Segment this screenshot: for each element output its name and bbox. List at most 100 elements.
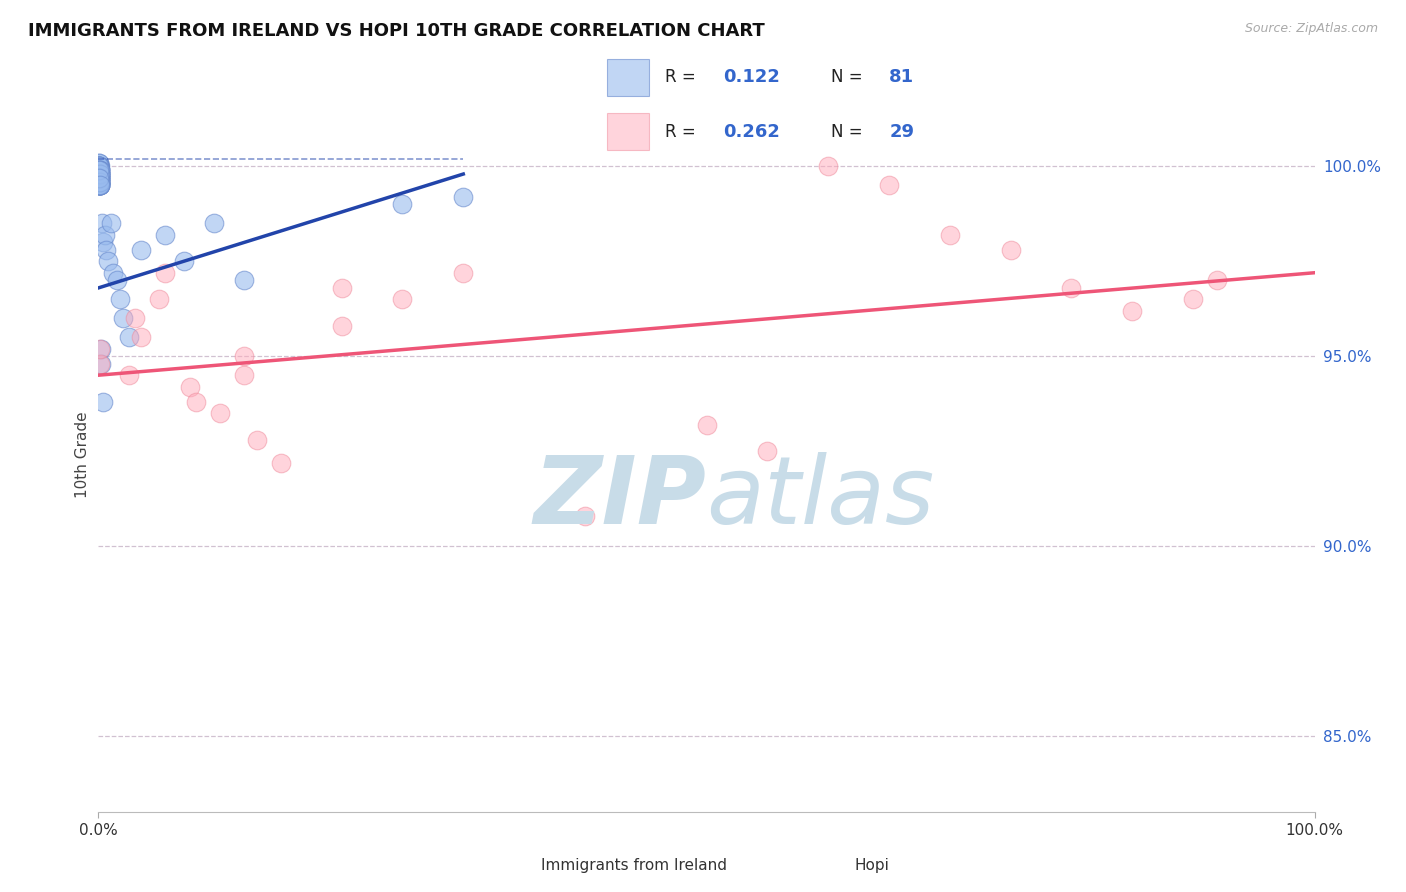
Point — [89, 175, 111, 189]
Point — [89, 175, 111, 189]
Point — [89, 160, 111, 174]
Point — [202, 216, 225, 230]
Point — [173, 254, 195, 268]
Point — [129, 330, 152, 344]
Point — [89, 170, 111, 185]
Point — [89, 160, 111, 174]
Point — [270, 456, 292, 470]
Point — [91, 235, 114, 250]
Point — [89, 175, 111, 189]
Point — [877, 178, 900, 193]
Point — [1206, 273, 1229, 287]
Point — [574, 508, 596, 523]
Point — [89, 155, 111, 169]
Point — [89, 170, 111, 185]
Point — [89, 163, 111, 178]
Point — [155, 266, 177, 280]
Point — [89, 170, 111, 185]
Point — [89, 167, 111, 181]
Point — [89, 175, 111, 189]
Point — [89, 167, 111, 181]
Text: R =: R = — [665, 68, 702, 86]
Point — [817, 160, 839, 174]
Point — [89, 170, 111, 185]
Point — [89, 170, 111, 185]
FancyBboxPatch shape — [607, 59, 648, 95]
Point — [330, 281, 353, 295]
Point — [391, 197, 413, 211]
Point — [233, 273, 256, 287]
Point — [1060, 281, 1083, 295]
Point — [756, 444, 779, 458]
Point — [89, 167, 111, 181]
Text: 29: 29 — [889, 122, 914, 141]
Point — [89, 178, 111, 193]
Point — [87, 155, 110, 169]
Point — [696, 417, 718, 432]
Point — [184, 394, 207, 409]
Point — [89, 163, 111, 178]
Point — [89, 178, 111, 193]
Text: N =: N = — [831, 68, 868, 86]
Point — [111, 311, 134, 326]
Point — [89, 160, 111, 174]
Point — [155, 227, 177, 242]
Point — [89, 178, 111, 193]
Point — [89, 342, 111, 356]
Point — [233, 349, 256, 363]
Point — [87, 160, 110, 174]
Point — [330, 318, 353, 333]
Text: Hopi: Hopi — [855, 858, 890, 872]
Point — [129, 243, 152, 257]
Point — [453, 266, 475, 280]
Point — [105, 273, 128, 287]
Point — [89, 163, 111, 178]
Text: 0.262: 0.262 — [723, 122, 780, 141]
Point — [209, 406, 232, 420]
Text: N =: N = — [831, 122, 868, 141]
Point — [89, 163, 111, 178]
Point — [245, 433, 267, 447]
Point — [89, 160, 111, 174]
Point — [101, 266, 124, 280]
FancyBboxPatch shape — [607, 113, 648, 150]
Point — [89, 170, 111, 185]
Point — [939, 227, 962, 242]
Point — [91, 394, 114, 409]
Point — [1182, 293, 1205, 307]
Point — [89, 160, 111, 174]
Point — [89, 175, 111, 189]
Point — [89, 178, 111, 193]
Text: ZIP: ZIP — [534, 451, 707, 544]
Point — [110, 293, 132, 307]
Point — [90, 357, 112, 371]
Point — [89, 178, 111, 193]
Text: 81: 81 — [889, 68, 914, 86]
Text: Source: ZipAtlas.com: Source: ZipAtlas.com — [1244, 22, 1378, 36]
Point — [89, 167, 111, 181]
Point — [87, 170, 110, 185]
Point — [89, 163, 111, 178]
Point — [89, 160, 111, 174]
Point — [118, 368, 141, 383]
Point — [89, 160, 111, 174]
Point — [118, 330, 141, 344]
Point — [89, 178, 111, 193]
Point — [87, 178, 110, 193]
Text: Immigrants from Ireland: Immigrants from Ireland — [541, 858, 727, 872]
Point — [89, 175, 111, 189]
Point — [89, 163, 111, 178]
Point — [89, 163, 111, 178]
Point — [87, 170, 110, 185]
Point — [89, 178, 111, 193]
Point — [1121, 303, 1143, 318]
Point — [124, 311, 146, 326]
Point — [179, 379, 201, 393]
Point — [90, 342, 112, 356]
Point — [91, 216, 114, 230]
Text: IMMIGRANTS FROM IRELAND VS HOPI 10TH GRADE CORRELATION CHART: IMMIGRANTS FROM IRELAND VS HOPI 10TH GRA… — [28, 22, 765, 40]
Point — [89, 170, 111, 185]
Point — [148, 293, 170, 307]
Point — [89, 163, 111, 178]
Point — [89, 163, 111, 178]
